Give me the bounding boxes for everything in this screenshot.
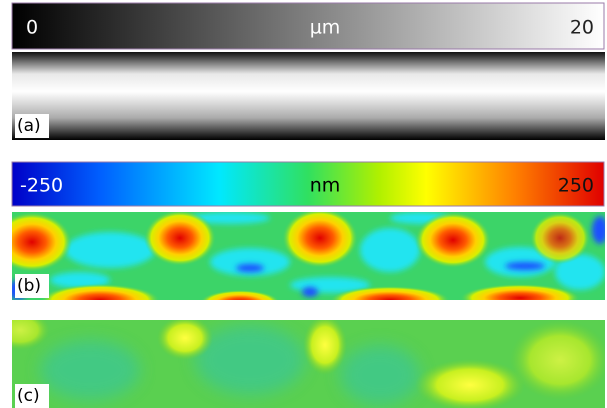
colorbar-unit: nm <box>310 175 341 197</box>
panel-label: (a) <box>17 116 41 136</box>
colorbar-min: 0 <box>26 17 38 39</box>
colorbar <box>12 162 604 206</box>
colorbar-max: 20 <box>570 17 594 39</box>
panel-label: (c) <box>17 386 40 406</box>
image <box>0 310 607 408</box>
panel-label: (b) <box>17 276 41 296</box>
image <box>12 52 605 140</box>
colorbar-max: 250 <box>558 175 594 197</box>
colorbar <box>12 3 604 49</box>
figure: 0 µm 20 (a) -250 nm 250 (b) <box>0 0 607 408</box>
colorbar-unit: µm <box>310 17 341 39</box>
image <box>0 208 607 316</box>
colorbar-min: -250 <box>20 175 63 197</box>
